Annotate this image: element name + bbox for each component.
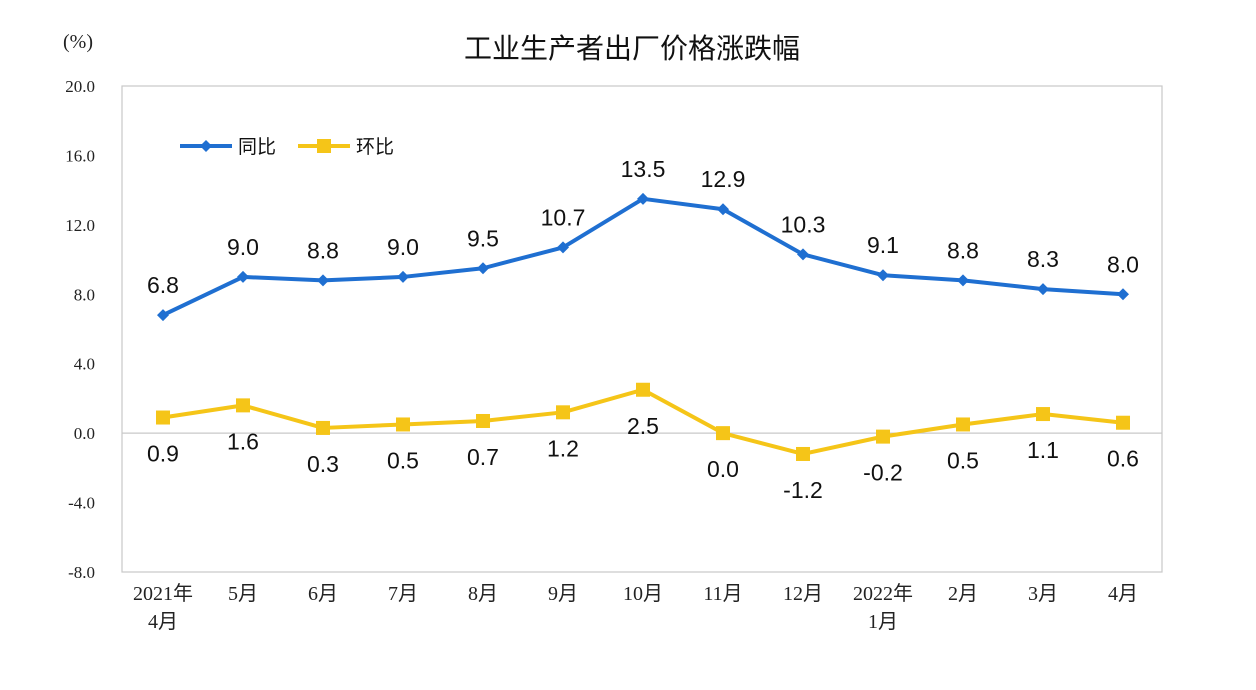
- legend-marker: [317, 139, 331, 153]
- data-point: [797, 248, 809, 261]
- data-label: 10.7: [541, 204, 586, 230]
- x-tick-label: 5月: [228, 583, 258, 605]
- data-point: [1116, 415, 1130, 430]
- data-label: 0.9: [147, 441, 179, 467]
- data-label: 12.9: [701, 166, 746, 192]
- series-layer: 6.8 9.0 8.8 9.0 9.5 10.7 13.5 12.9 10.3 9.1 8.8 8.3…: [147, 156, 1139, 503]
- data-point: [636, 382, 650, 397]
- data-point: [1117, 288, 1129, 301]
- data-label: 8.3: [1027, 246, 1059, 272]
- plot-frame: [121, 85, 1163, 573]
- data-label: 0.3: [307, 451, 339, 477]
- data-point: [477, 262, 489, 275]
- y-tick-label: 12.0: [65, 216, 95, 235]
- x-tick-label: 6月: [308, 583, 338, 605]
- chart-title: 工业生产者出厂价格涨跌幅: [464, 32, 800, 65]
- data-point: [557, 241, 569, 254]
- legend-label: 环比: [356, 136, 394, 158]
- data-point: [876, 429, 890, 444]
- data-label: 0.5: [387, 447, 419, 473]
- data-label: 0.5: [947, 447, 979, 473]
- x-tick-label: 8月: [468, 583, 498, 605]
- x-tick-label: 2021年: [133, 582, 193, 605]
- data-label: 8.0: [1107, 251, 1139, 277]
- data-point: [1037, 283, 1049, 296]
- series-2: 0.9 1.6 0.3 0.5 0.7 1.2 2.5 0.0 -1.2 -0.2 0.5 1.1 0.…: [147, 382, 1139, 503]
- y-unit-label: (%): [63, 31, 93, 53]
- x-tick-label: 7月: [388, 583, 418, 605]
- legend-item: 环比: [298, 136, 394, 158]
- data-point: [237, 270, 249, 283]
- data-point: [956, 417, 970, 432]
- data-label: 10.3: [781, 211, 826, 237]
- data-point: [637, 192, 649, 205]
- data-label: 13.5: [621, 156, 666, 182]
- y-tick-label: 16.0: [65, 146, 95, 165]
- legend-label: 同比: [238, 136, 276, 158]
- data-label: -1.2: [783, 477, 823, 503]
- data-label: 9.5: [467, 225, 499, 251]
- data-point: [156, 410, 170, 425]
- x-tick-label: 4月: [148, 611, 178, 633]
- x-tick-label: 4月: [1108, 583, 1138, 605]
- y-tick-label: 0.0: [74, 424, 95, 443]
- data-label: 1.1: [1027, 437, 1059, 463]
- x-tick-label: 12月: [783, 583, 823, 605]
- data-point: [877, 269, 889, 282]
- x-tick-label: 11月: [703, 583, 742, 605]
- data-label: 6.8: [147, 272, 179, 298]
- data-label: 8.8: [307, 237, 339, 263]
- data-label: -0.2: [863, 460, 903, 486]
- data-point: [716, 426, 730, 441]
- x-tick-label: 3月: [1028, 583, 1058, 605]
- x-tick-label: 9月: [548, 583, 578, 605]
- y-tick-label: -4.0: [68, 494, 95, 513]
- y-tick-label: 20.0: [65, 77, 95, 96]
- data-label: 0.6: [1107, 446, 1139, 472]
- data-point: [957, 274, 969, 287]
- data-point: [396, 417, 410, 432]
- data-point: [556, 405, 570, 420]
- y-axis: 20.0 16.0 12.0 8.0 4.0 0.0 -4.0 -8.0: [65, 77, 95, 582]
- data-point: [796, 446, 810, 461]
- data-point: [717, 203, 729, 216]
- series-1: 6.8 9.0 8.8 9.0 9.5 10.7 13.5 12.9 10.3 9.1 8.8 8.3…: [147, 156, 1139, 322]
- data-label: 2.5: [627, 413, 659, 439]
- data-label: 1.2: [547, 435, 579, 461]
- data-point: [1036, 407, 1050, 422]
- x-tick-label: 1月: [868, 611, 898, 633]
- y-tick-label: 4.0: [74, 355, 95, 374]
- data-label: 1.6: [227, 428, 259, 454]
- data-label: 9.0: [227, 234, 259, 260]
- data-label: 0.7: [467, 444, 499, 470]
- data-label: 9.0: [387, 234, 419, 260]
- data-label: 0.0: [707, 456, 739, 482]
- data-point: [397, 270, 409, 283]
- legend-item: 同比: [180, 136, 276, 158]
- data-point: [317, 274, 329, 287]
- legend-marker: [200, 140, 212, 152]
- data-label: 8.8: [947, 237, 979, 263]
- x-axis: 2021年 4月 5月 6月 7月 8月 9月 10月 11月 12月 2022年 1月 2月 3月 4月: [133, 582, 1138, 633]
- data-point: [157, 309, 169, 322]
- legend: 同比 环比: [180, 136, 394, 158]
- data-label: 9.1: [867, 232, 899, 258]
- x-tick-label: 2022年: [853, 582, 913, 605]
- data-point: [476, 413, 490, 428]
- x-tick-label: 10月: [623, 583, 663, 605]
- y-tick-label: 8.0: [74, 285, 95, 304]
- x-tick-label: 2月: [948, 583, 978, 605]
- y-tick-label: -8.0: [68, 563, 95, 582]
- data-point: [236, 398, 250, 413]
- data-point: [316, 420, 330, 435]
